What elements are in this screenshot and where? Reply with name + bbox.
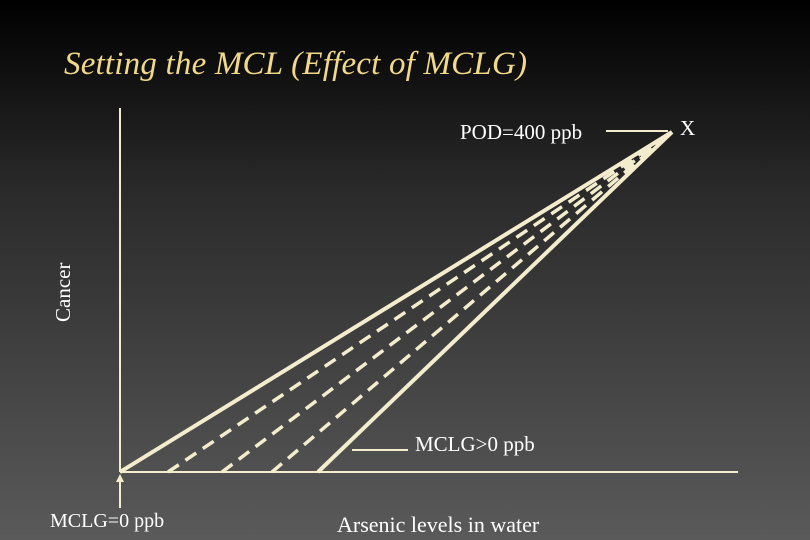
linear-no-threshold-line — [118, 130, 674, 474]
pod-label: POD=400 ppb — [460, 120, 583, 144]
pod-point-marker: X — [680, 116, 696, 140]
mclg-positive-label: MCLG>0 ppb — [415, 432, 535, 456]
x-axis-label: Arsenic levels in water — [337, 512, 540, 537]
dashed-line-2 — [220, 132, 672, 474]
dashed-line-1 — [167, 132, 671, 474]
mclg-zero-label: MCLG=0 ppb — [50, 510, 165, 532]
slide-title: Setting the MCL (Effect of MCLG) — [64, 46, 528, 82]
threshold-line — [316, 130, 674, 474]
dashed-line-3 — [270, 132, 672, 474]
mclg-zero-arrowhead — [116, 474, 124, 482]
